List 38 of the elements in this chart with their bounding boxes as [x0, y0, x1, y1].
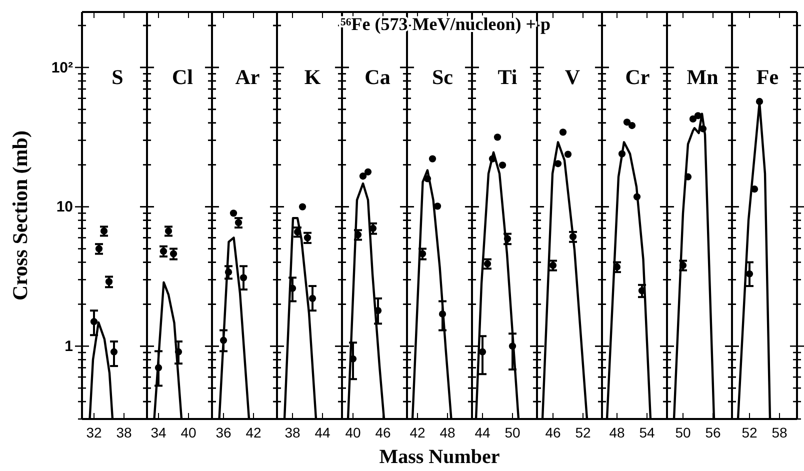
annotation: Fe	[756, 65, 779, 89]
x-tick-label: 44	[474, 424, 490, 441]
y-tick-label: 10²	[51, 59, 73, 76]
y-tick-label: 1	[64, 338, 73, 355]
y-tick-label: 10	[56, 198, 73, 216]
x-tick-label: 50	[675, 424, 691, 441]
x-tick-label: 50	[504, 424, 520, 441]
x-tick-label: 38	[284, 424, 300, 441]
annotation: Cl	[172, 65, 194, 89]
x-tick-label: 48	[440, 424, 456, 441]
annotation: Ar	[235, 65, 260, 89]
x-tick-label: 36	[216, 424, 232, 441]
x-tick-label: 52	[575, 424, 591, 441]
x-tick-label: 38	[116, 424, 132, 441]
x-tick-label: 58	[772, 424, 788, 441]
x-tick-label: 46	[375, 424, 391, 441]
x-tick-label: 44	[314, 424, 330, 441]
x-tick-label: 40	[345, 424, 361, 441]
y-axis-title: Cross Section (mb)	[8, 130, 32, 300]
annotation: V	[564, 65, 580, 89]
x-tick-label: 42	[410, 424, 426, 441]
annotation: Ti	[498, 65, 518, 89]
x-tick-label: 46	[545, 424, 561, 441]
x-axis-title: Mass Number	[379, 446, 500, 468]
x-tick-label: 52	[742, 424, 758, 441]
x-tick-label: 42	[246, 424, 262, 441]
x-tick-label: 34	[150, 424, 166, 441]
annotation: Mn	[686, 65, 719, 89]
annotation: S	[112, 65, 124, 89]
annotation: Sc	[432, 65, 453, 89]
annotation: Cr	[625, 65, 650, 89]
x-tick-label: 48	[609, 424, 625, 441]
x-tick-label: 32	[86, 424, 102, 441]
x-tick-label: 56	[705, 424, 721, 441]
x-tick-label: 40	[180, 424, 196, 441]
annotation: K	[304, 65, 322, 89]
x-tick-label: 54	[639, 424, 655, 441]
annotation: Ca	[364, 65, 391, 89]
